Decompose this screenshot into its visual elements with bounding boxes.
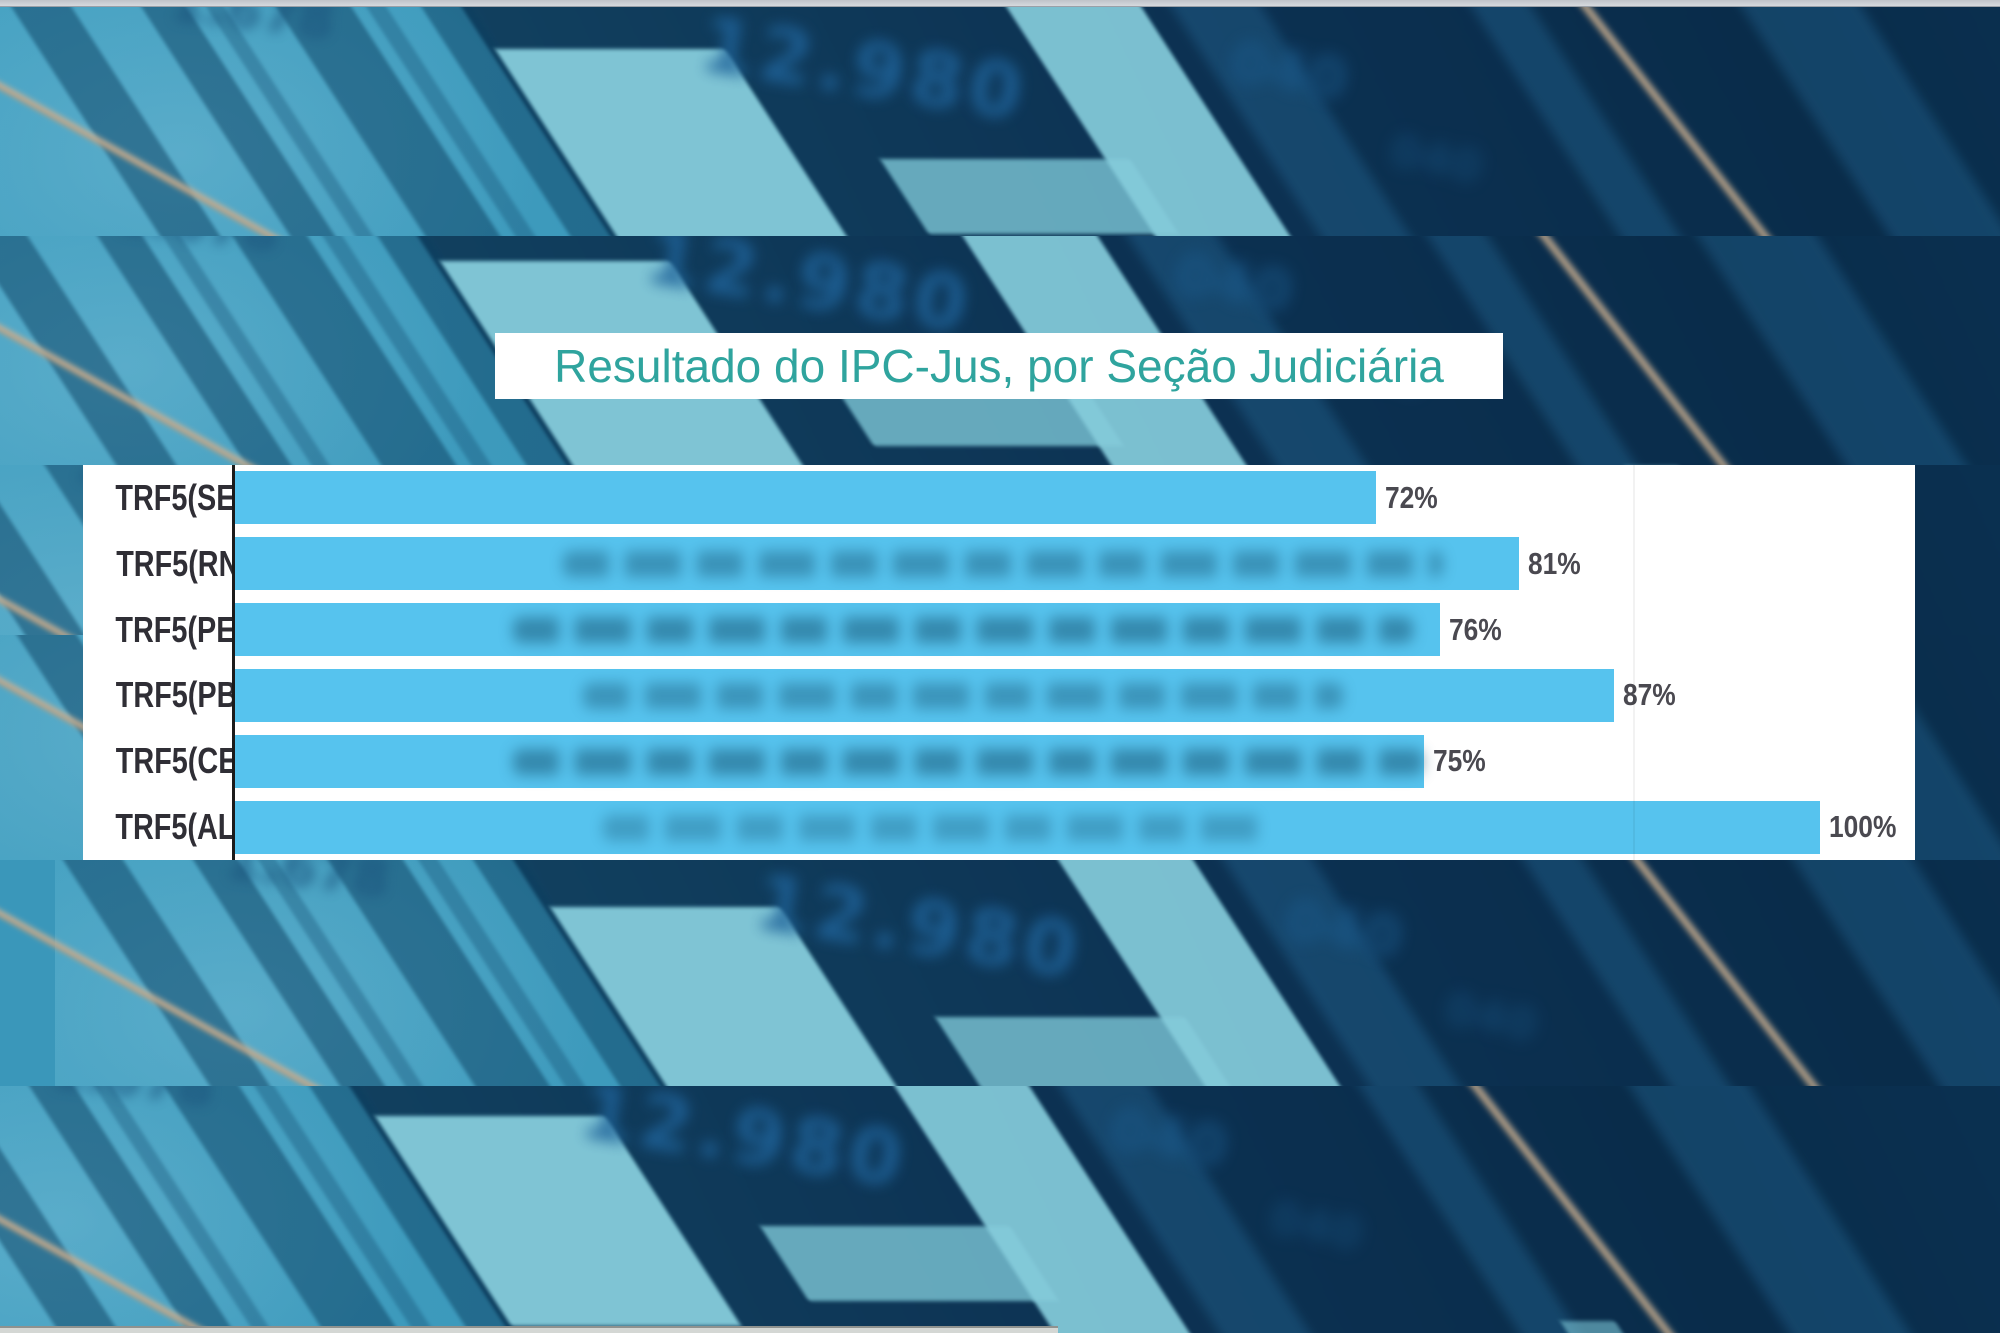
value-cell: 76% bbox=[1449, 612, 1511, 648]
value-label: 75% bbox=[1432, 743, 1486, 779]
bar-rows: TRF5(SE) 72% TRF5(RN) 81% TRF5(PE) bbox=[83, 465, 1915, 860]
watermark-smudge bbox=[563, 551, 1443, 577]
bar bbox=[235, 668, 1614, 722]
background-band: 1.678 12.980 040 040 bbox=[0, 860, 2000, 1086]
value-cell: 75% bbox=[1433, 743, 1495, 779]
category-cell: TRF5(AL) bbox=[83, 806, 245, 848]
category-cell: TRF5(SE) bbox=[83, 477, 245, 519]
x-gridline bbox=[1633, 465, 1635, 860]
value-label: 81% bbox=[1527, 545, 1581, 581]
category-cell: TRF5(PE) bbox=[83, 609, 245, 651]
value-cell: 87% bbox=[1623, 677, 1685, 713]
y-axis-line bbox=[232, 465, 235, 860]
bar-row: TRF5(SE) 72% bbox=[83, 465, 1915, 531]
category-cell: TRF5(PB) bbox=[83, 674, 247, 716]
bar-chart-panel: TRF5(SE) 72% TRF5(RN) 81% TRF5(PE) bbox=[83, 465, 1915, 860]
category-label: TRF5(CE) bbox=[115, 740, 247, 782]
watermark-smudge bbox=[583, 683, 1343, 709]
watermark-smudge bbox=[603, 815, 1263, 841]
background-band: 1.678 12.980 040 040 bbox=[0, 0, 2000, 236]
category-label: TRF5(AL) bbox=[115, 806, 245, 848]
category-label: TRF5(PB) bbox=[115, 674, 247, 716]
value-cell: 100% bbox=[1829, 809, 1908, 845]
value-label: 100% bbox=[1828, 809, 1897, 845]
plot-cell: 81% bbox=[235, 531, 1915, 597]
background-band: 1.678 12.980 040 040 bbox=[0, 1086, 2000, 1333]
category-label: TRF5(RN) bbox=[116, 542, 249, 584]
bar bbox=[235, 471, 1377, 525]
plot-cell: 87% bbox=[235, 662, 1915, 728]
value-cell: 72% bbox=[1385, 480, 1447, 516]
value-label: 76% bbox=[1448, 611, 1502, 647]
category-label: TRF5(SE) bbox=[115, 476, 245, 518]
bar-row: TRF5(AL) 100% bbox=[83, 794, 1915, 860]
bar bbox=[235, 537, 1519, 591]
bar-row: TRF5(RN) 81% bbox=[83, 531, 1915, 597]
background-band-motif: 1.678 12.980 040 040 bbox=[0, 0, 2000, 236]
chart-title-chip: Resultado do IPC-Jus, por Seção Judiciár… bbox=[495, 333, 1503, 399]
bottom-window-edge bbox=[0, 1326, 1058, 1333]
watermark-smudge bbox=[513, 617, 1413, 643]
chart-title: Resultado do IPC-Jus, por Seção Judiciár… bbox=[554, 340, 1444, 392]
bar bbox=[235, 800, 1820, 854]
value-label: 87% bbox=[1622, 677, 1676, 713]
category-cell: TRF5(CE) bbox=[83, 740, 247, 782]
value-cell: 81% bbox=[1528, 546, 1590, 582]
value-label: 72% bbox=[1385, 479, 1438, 515]
plot-cell: 100% bbox=[235, 794, 1915, 860]
category-cell: TRF5(RN) bbox=[83, 543, 249, 585]
window-top-edge bbox=[0, 0, 2000, 7]
background-band-motif: 1.678 12.980 040 040 bbox=[0, 1086, 2000, 1333]
plot-cell: 72% bbox=[235, 465, 1915, 531]
background-band-motif: 1.678 12.980 040 040 bbox=[0, 860, 2000, 1086]
watermark-smudge bbox=[513, 749, 1423, 775]
category-label: TRF5(PE) bbox=[115, 608, 245, 650]
bar-row: TRF5(PB) 87% bbox=[83, 662, 1915, 728]
